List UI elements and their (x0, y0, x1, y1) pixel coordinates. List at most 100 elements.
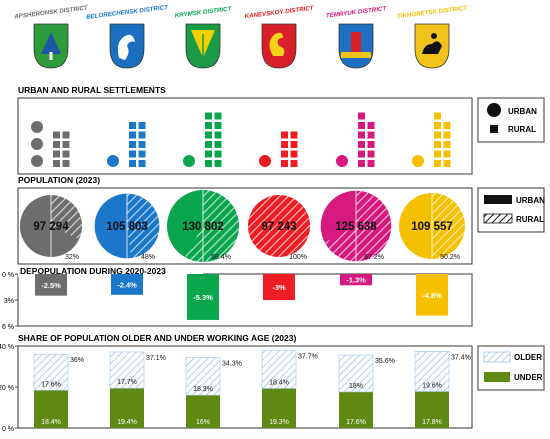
rural-settlement-square (214, 122, 222, 129)
rural-settlement-square (138, 150, 146, 158)
population-value: 105 803 (106, 221, 148, 233)
rural-settlement-square (205, 150, 212, 158)
under-value-label: 19.3% (269, 419, 289, 426)
under-segment (34, 390, 68, 428)
depopulation-bar (35, 274, 67, 296)
population-marks: 97 294 32% 105 803 48% 130 802 58.4% 97 243 100… (19, 190, 465, 262)
working-age-legend-under: UNDER (514, 373, 543, 382)
emblem-detail (117, 34, 135, 60)
depopulation-bar (187, 274, 219, 320)
settlements-district-3 (183, 112, 222, 167)
working-age-section: SHARE OF POPULATION OLDER AND UNDER WORK… (0, 333, 545, 433)
population-district-3: 130 802 58.4% (167, 190, 239, 262)
urban-settlement-circle (31, 155, 43, 167)
population-district-2: 105 803 48% (94, 193, 160, 261)
rural-settlement-square (214, 141, 222, 148)
settlements-district-5 (336, 112, 375, 167)
rural-settlement-square (62, 160, 70, 167)
rural-settlement-square (53, 131, 60, 139)
depopulation-title-bg (18, 266, 203, 277)
district-name: APSHERONSK DISTRICT (13, 4, 89, 20)
depopulation-frame (17, 273, 473, 327)
rider-head (431, 33, 437, 39)
depopulation-bar (263, 274, 295, 300)
under-segment (339, 391, 373, 428)
rural-settlement-square (434, 150, 441, 158)
settlements-legend-rural: RURAL (508, 125, 536, 134)
legend-under-solid-icon (484, 372, 510, 382)
population-legend-rural: RURAL (516, 215, 544, 224)
population-district-5: 125 638 67.2% (320, 190, 392, 262)
district-4-header: KANEVSKOY DISTRICT (244, 5, 315, 69)
rural-settlement-square (129, 150, 136, 158)
older-segment (185, 357, 221, 396)
district-name: KRYMSK DISTRICT (174, 5, 233, 19)
population-value: 97 294 (33, 221, 69, 233)
rural-settlement-square (443, 122, 451, 129)
population-value: 97 243 (261, 221, 296, 233)
rural-share-slice (324, 190, 392, 262)
total-value-label: 36% (70, 357, 84, 364)
stag-head (117, 34, 135, 60)
total-value-label: 37.7% (298, 354, 318, 361)
rural-settlement-square (214, 112, 222, 120)
depopulation-ytick-label: 3% (4, 298, 14, 305)
rural-settlement-square (434, 141, 441, 148)
rural-settlement-square (367, 131, 375, 139)
rural-share-slice (51, 194, 83, 240)
district-name: KANEVSKOY DISTRICT (244, 5, 315, 21)
urban-settlement-circle (259, 155, 271, 167)
working-age-ytick-label: 40 % (0, 344, 14, 351)
dragon-figure (269, 32, 285, 56)
under-value-label: 17.6% (346, 419, 366, 426)
older-segment (109, 351, 145, 389)
total-value-label: 35.6% (375, 358, 395, 365)
under-value-label: 18.4% (41, 419, 61, 426)
legend-older-hatched-icon (483, 351, 511, 363)
district-2-header: BELORECHENSK DISTRICT (86, 4, 169, 69)
older-value-label: 18.3% (193, 386, 213, 393)
depopulation-bar (111, 274, 143, 295)
depopulation-value-label: -4.8% (422, 291, 442, 300)
depopulation-value-label: -2.5% (41, 281, 61, 290)
population-frame (17, 187, 473, 265)
urban-settlement-circle (31, 138, 43, 150)
population-title: POPULATION (2023) (18, 175, 100, 185)
rural-settlement-square (290, 131, 298, 139)
rural-share-label: 58.4% (211, 254, 231, 261)
tree-trunk (49, 52, 53, 60)
working-age-title: SHARE OF POPULATION OLDER AND UNDER WORK… (18, 333, 296, 343)
rural-settlement-square (62, 131, 70, 139)
depopulation-ytick-label: 0 % (2, 272, 14, 279)
district-5-header: TEMRYUK DISTRICT (325, 5, 388, 69)
rural-settlement-square (358, 150, 365, 158)
horseman-figure (422, 41, 442, 54)
rural-settlement-square (205, 112, 212, 120)
rural-settlement-square (129, 160, 136, 167)
total-value-label: 37.4% (451, 354, 471, 361)
rural-settlement-square (53, 150, 60, 158)
total-value-label: 34.3% (222, 361, 242, 368)
population-legend-frame (477, 187, 545, 233)
rural-share-label: 32% (65, 254, 79, 261)
population-district-6: 109 557 50.2% (399, 193, 465, 261)
under-value-label: 19.4% (117, 419, 137, 426)
depopulation-bar-2: -2.4% (111, 274, 143, 295)
depopulation-ytick-label: 6 % (2, 324, 14, 331)
settlements-frame (17, 97, 473, 175)
rural-settlement-square (367, 150, 375, 158)
older-segment (414, 351, 450, 392)
rural-settlement-square (434, 112, 441, 120)
rural-settlement-square (205, 131, 212, 139)
rural-settlement-square (367, 122, 375, 129)
rural-share-label: 50.2% (440, 254, 460, 261)
rural-settlement-square (367, 160, 375, 167)
rural-settlement-square (290, 141, 298, 148)
rural-settlement-square (443, 131, 451, 139)
under-value-label: 17.8% (422, 419, 442, 426)
emblem-detail (341, 32, 371, 58)
under-segment (415, 391, 449, 428)
